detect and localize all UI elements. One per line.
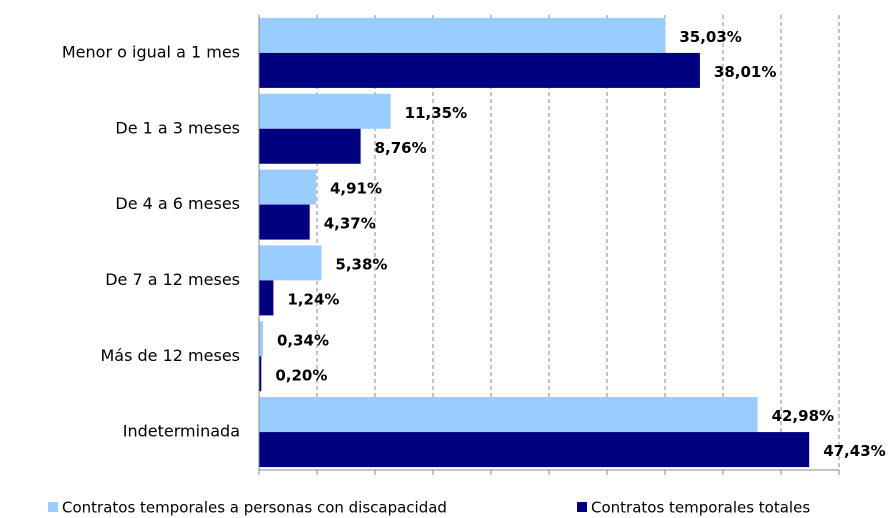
data-label: 0,20% [275,366,327,384]
legend-label: Contratos temporales a personas con disc… [62,499,447,517]
data-label: 38,01% [714,63,776,81]
data-label: 11,35% [405,104,467,122]
category-label: De 4 a 6 meses [115,194,240,213]
data-label: 1,24% [287,290,339,308]
category-label: De 1 a 3 meses [115,118,240,137]
legend-swatch [577,502,587,512]
data-label: 5,38% [335,255,387,273]
legend-swatch [48,502,58,512]
bar [259,204,310,240]
bar [259,128,361,164]
data-label: 47,43% [823,442,885,460]
bar [259,245,322,281]
bar [259,280,274,316]
category-label: Indeterminada [123,422,240,441]
bar [259,321,263,357]
bar [259,432,810,468]
bar [259,17,666,53]
bar [259,93,391,129]
data-label: 35,03% [679,28,741,46]
legend-label: Contratos temporales totales [591,499,810,517]
data-label: 4,91% [330,180,382,198]
category-label: De 7 a 12 meses [105,270,240,289]
data-label: 8,76% [375,139,427,157]
data-label: 0,34% [277,331,329,349]
bar [259,397,758,433]
category-label: Más de 12 meses [100,346,240,365]
bar [259,169,316,205]
data-label: 42,98% [772,407,834,425]
data-label: 4,37% [324,215,376,233]
bar [259,52,700,88]
bar [259,356,262,392]
category-label: Menor o igual a 1 mes [62,42,240,61]
